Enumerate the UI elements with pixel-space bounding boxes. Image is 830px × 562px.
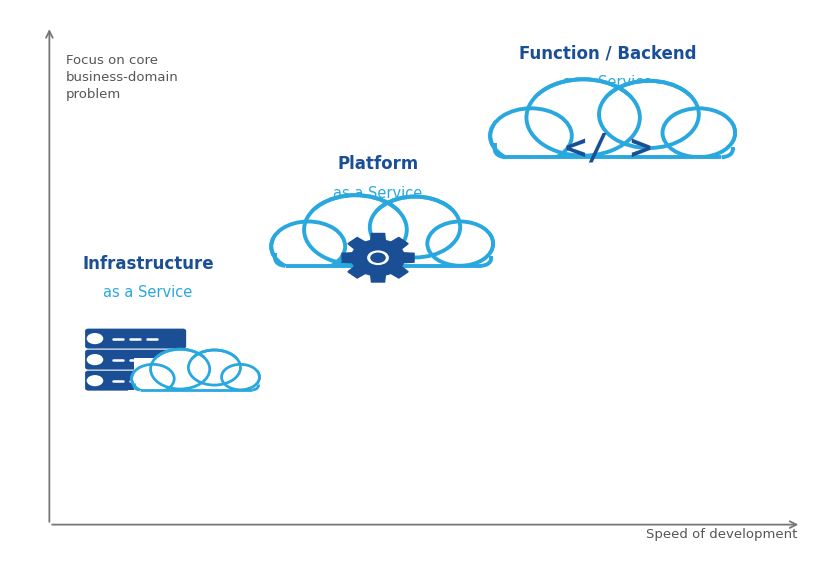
- Polygon shape: [265, 266, 501, 307]
- Circle shape: [370, 197, 460, 257]
- Circle shape: [427, 221, 493, 266]
- Text: Speed of development: Speed of development: [646, 528, 797, 541]
- Circle shape: [86, 375, 103, 386]
- Text: Platform: Platform: [338, 155, 418, 173]
- Circle shape: [364, 249, 391, 267]
- Text: Focus on core
business-domain
problem: Focus on core business-domain problem: [66, 54, 178, 101]
- Text: Infrastructure: Infrastructure: [82, 255, 214, 273]
- Circle shape: [599, 81, 699, 148]
- Polygon shape: [276, 210, 491, 266]
- Circle shape: [662, 108, 735, 157]
- Polygon shape: [342, 233, 414, 282]
- Circle shape: [370, 252, 386, 263]
- Circle shape: [188, 350, 241, 385]
- Polygon shape: [128, 390, 264, 414]
- Circle shape: [304, 195, 407, 264]
- Circle shape: [491, 108, 572, 164]
- Text: as a Service: as a Service: [103, 285, 193, 300]
- Circle shape: [271, 221, 345, 271]
- Circle shape: [86, 333, 103, 344]
- Circle shape: [132, 364, 174, 393]
- FancyBboxPatch shape: [85, 371, 186, 391]
- Circle shape: [150, 349, 210, 389]
- Text: </ >: </ >: [564, 131, 652, 165]
- Polygon shape: [134, 358, 258, 390]
- Polygon shape: [495, 96, 733, 157]
- Circle shape: [86, 354, 103, 365]
- Text: Function / Backend: Function / Backend: [520, 44, 697, 62]
- Polygon shape: [483, 157, 745, 203]
- FancyBboxPatch shape: [85, 329, 186, 348]
- Circle shape: [222, 364, 260, 390]
- Text: as a Service: as a Service: [334, 185, 422, 201]
- Circle shape: [367, 251, 389, 265]
- Text: as a Service: as a Service: [564, 75, 652, 90]
- Circle shape: [526, 79, 640, 156]
- FancyBboxPatch shape: [85, 350, 186, 370]
